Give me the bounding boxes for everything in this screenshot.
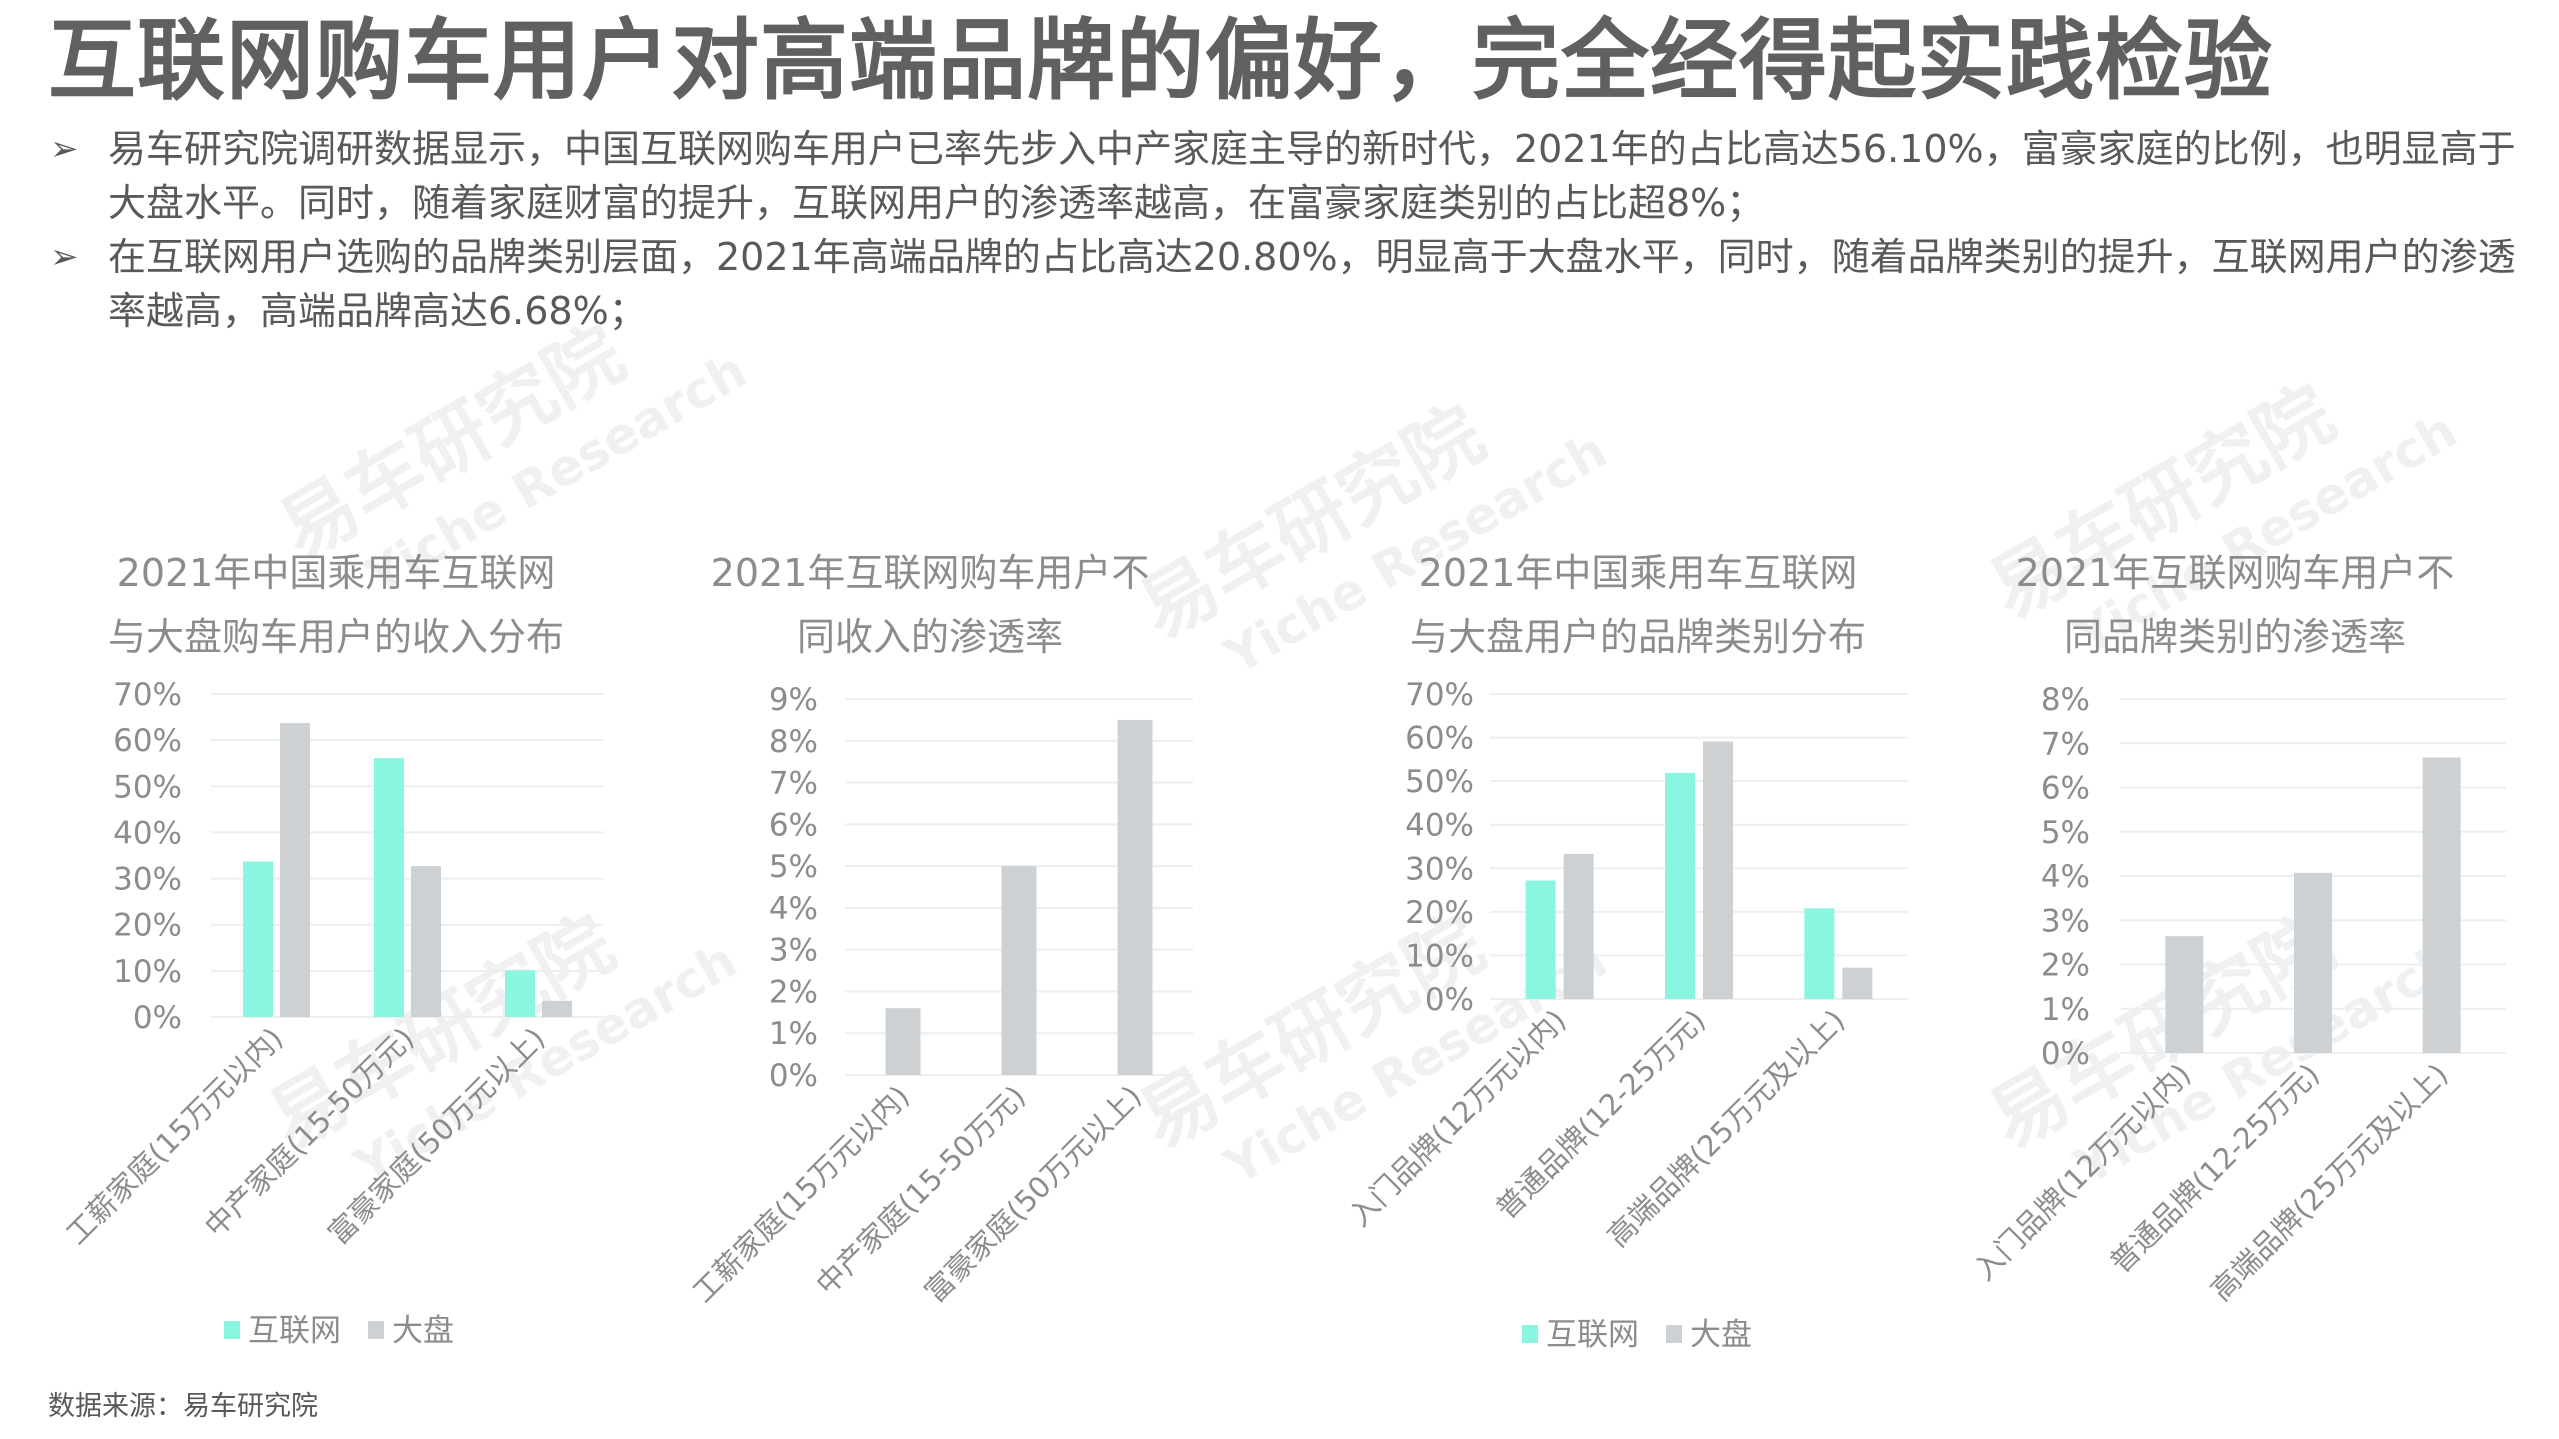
x-axis-label: 中产家庭(15-50万元) xyxy=(809,1079,1032,1302)
chart-title: 与大盘用户的品牌类别分布 xyxy=(1410,615,1866,659)
bar xyxy=(542,1000,572,1017)
bar xyxy=(374,758,404,1017)
bullet-text: 在互联网用户选购的品牌类别层面，2021年高端品牌的占比高达20.80%，明显高… xyxy=(108,235,2516,333)
y-tick-label: 8% xyxy=(2041,682,2090,718)
chart-title: 2021年互联网购车用户不 xyxy=(2016,551,2455,595)
x-axis-label: 工薪家庭(15万元以内) xyxy=(686,1079,916,1309)
x-axis-labels: 工薪家庭(15万元以内)中产家庭(15-50万元)富豪家庭(50万元以上) xyxy=(686,1079,1148,1309)
y-tick-label: 5% xyxy=(2041,815,2090,851)
y-tick-label: 30% xyxy=(1405,851,1474,887)
y-tick-label: 70% xyxy=(1405,677,1474,713)
y-tick-label: 0% xyxy=(769,1058,818,1094)
bar xyxy=(1804,908,1835,999)
y-tick-label: 20% xyxy=(113,908,182,944)
bar xyxy=(1703,741,1733,999)
y-tick-label: 50% xyxy=(113,769,182,805)
y-tick-label: 10% xyxy=(1405,938,1474,974)
y-tick-label: 7% xyxy=(769,766,818,802)
y-tick-label: 4% xyxy=(2041,859,2090,895)
y-tick-label: 60% xyxy=(1405,721,1474,757)
y-tick-label: 0% xyxy=(1425,982,1474,1018)
legend-swatch-internet xyxy=(224,1321,240,1339)
bar xyxy=(1665,772,1695,999)
y-tick-label: 30% xyxy=(113,862,182,898)
chart-title: 同收入的渗透率 xyxy=(797,615,1063,659)
y-tick-label: 9% xyxy=(769,682,818,718)
y-tick-label: 60% xyxy=(113,723,182,759)
y-tick-label: 6% xyxy=(2041,771,2090,807)
y-tick-label: 6% xyxy=(769,807,818,843)
bullet-text: 易车研究院调研数据显示，中国互联网购车用户已率先步入中产家庭主导的新时代，202… xyxy=(108,127,2516,225)
data-source-note: 数据来源：易车研究院 xyxy=(48,1391,318,1422)
chart-income-penetration: 2021年互联网购车用户不 同收入的渗透率 0% 1% 2% 3% 4% 5% 6% 7% 8%… xyxy=(686,551,1193,1309)
legend-swatch-market xyxy=(1666,1325,1682,1343)
y-tick-label: 2% xyxy=(2041,948,2090,984)
legend-label: 互联网 xyxy=(248,1313,341,1349)
chart-title: 与大盘购车用户的收入分布 xyxy=(108,615,564,659)
chart-brand-distribution: 2021年中国乘用车互联网 与大盘用户的品牌类别分布 0% 10% 20% 30% 40… xyxy=(1342,551,1908,1353)
bar xyxy=(1117,719,1153,1075)
chart-title: 2021年互联网购车用户不 xyxy=(711,551,1150,595)
y-tick-label: 3% xyxy=(2041,903,2090,939)
legend-label: 大盘 xyxy=(1690,1317,1752,1353)
bar xyxy=(1525,880,1556,999)
y-tick-label: 40% xyxy=(113,815,182,851)
gridlines: 0% 1% 2% 3% 4% 5% 6% 7% 8% xyxy=(2041,682,2506,1072)
legend: 互联网 大盘 xyxy=(224,1313,454,1349)
x-axis-label: 高端品牌(25万元及以上) xyxy=(1601,1003,1852,1254)
bullet-item: ➢ 在互联网用户选购的品牌类别层面，2021年高端品牌的占比高达20.80%，明… xyxy=(50,230,2520,338)
bar xyxy=(885,1008,921,1075)
bars xyxy=(243,723,572,1017)
bar xyxy=(2422,757,2461,1053)
bar xyxy=(2165,936,2204,1053)
arrow-bullet-icon: ➢ xyxy=(50,237,79,277)
y-tick-label: 20% xyxy=(1405,895,1474,931)
legend: 互联网 大盘 xyxy=(1522,1317,1752,1353)
y-tick-label: 50% xyxy=(1405,764,1474,800)
y-tick-label: 0% xyxy=(2041,1036,2090,1072)
chart-title: 2021年中国乘用车互联网 xyxy=(1419,551,1858,595)
bar xyxy=(411,866,441,1017)
legend-swatch-internet xyxy=(1522,1325,1538,1343)
legend-label: 大盘 xyxy=(392,1313,454,1349)
bar xyxy=(2294,872,2332,1053)
bars xyxy=(1525,741,1873,999)
y-tick-label: 70% xyxy=(113,677,182,713)
y-tick-label: 8% xyxy=(769,724,818,760)
bars xyxy=(2165,757,2461,1053)
legend-label: 互联网 xyxy=(1546,1317,1639,1353)
legend-swatch-market xyxy=(368,1321,384,1339)
y-tick-label: 4% xyxy=(769,891,818,927)
y-tick-label: 10% xyxy=(113,954,182,990)
arrow-bullet-icon: ➢ xyxy=(50,129,79,169)
y-tick-label: 2% xyxy=(769,974,818,1010)
gridlines: 0% 10% 20% 30% 40% 50% 60% 70% xyxy=(113,677,604,1036)
bullet-item: ➢ 易车研究院调研数据显示，中国互联网购车用户已率先步入中产家庭主导的新时代，2… xyxy=(50,122,2520,230)
bar xyxy=(505,970,535,1017)
page-title: 互联网购车用户对高端品牌的偏好，完全经得起实践检验 xyxy=(48,9,2274,112)
y-tick-label: 1% xyxy=(2041,992,2090,1028)
bar xyxy=(243,861,273,1017)
x-axis-label: 富豪家庭(50万元以上) xyxy=(918,1079,1148,1309)
gridlines: 0% 10% 20% 30% 40% 50% 60% 70% xyxy=(1405,677,1908,1018)
y-tick-label: 0% xyxy=(133,1000,182,1036)
y-tick-label: 7% xyxy=(2041,726,2090,762)
chart-title: 同品牌类别的渗透率 xyxy=(2064,615,2406,659)
bar xyxy=(1563,853,1594,999)
x-axis-label: 工薪家庭(15万元以内) xyxy=(59,1021,289,1251)
y-tick-label: 3% xyxy=(769,933,818,969)
bars xyxy=(885,719,1153,1075)
y-tick-label: 5% xyxy=(769,849,818,885)
y-tick-label: 1% xyxy=(769,1016,818,1052)
bar xyxy=(280,723,310,1017)
y-tick-label: 40% xyxy=(1405,808,1474,844)
bar xyxy=(1001,866,1037,1075)
summary-bullets: ➢ 易车研究院调研数据显示，中国互联网购车用户已率先步入中产家庭主导的新时代，2… xyxy=(50,122,2520,338)
bar xyxy=(1842,967,1873,999)
chart-brand-penetration: 2021年互联网购车用户不 同品牌类别的渗透率 0% 1% 2% 3% 4% 5% 6% 7%… xyxy=(1967,551,2506,1308)
chart-title: 2021年中国乘用车互联网 xyxy=(117,551,556,595)
